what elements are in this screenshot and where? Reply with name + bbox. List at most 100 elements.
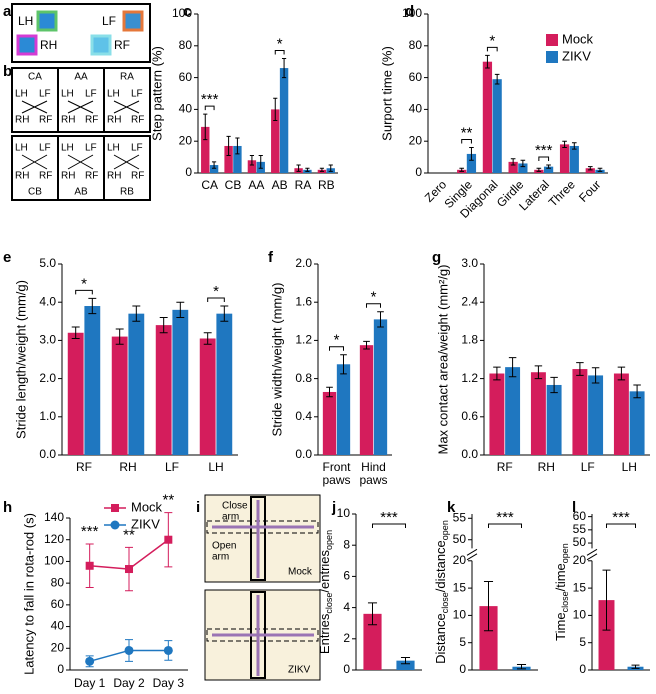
y-label-subscript: open [324,530,334,550]
x-tick-label: CB [224,179,242,192]
y-tick-label: 40 [179,102,193,116]
y-label-subscript: close [324,593,334,614]
y-tick-label: 80 [409,38,423,52]
y-tick-label: 5.0 [39,256,56,270]
significance-label: * [371,289,377,306]
panel-letter: k [447,499,456,516]
open-arm [206,628,319,642]
pattern-cell [103,67,151,133]
error-bar [510,158,516,166]
point [125,565,133,574]
y-tick-label: 4.0 [39,294,56,308]
point [124,645,134,655]
pattern-name: RA [120,72,134,83]
significance-bracket [606,523,636,528]
y-tick-label: 120 [44,532,64,546]
maze-label: Close [222,501,248,512]
y-tick-label: 0.4 [295,409,312,423]
significance-label: *** [612,509,630,526]
paw-label: LH [61,89,74,100]
bar [247,160,257,173]
significance-bracket [486,46,498,52]
legend-label: Mock [562,31,594,46]
panel-letter: f [268,249,274,266]
y-tick-label: 100 [44,554,64,568]
significance-label: ** [123,526,135,543]
significance-label: * [277,35,283,52]
y-label-part: Distance [433,613,448,664]
pattern-name: AB [74,187,88,198]
y-label-part: /time [553,563,568,591]
bar [598,600,615,670]
significance-bracket [329,346,344,351]
error-bar [516,664,527,670]
legend-label: ZIKV [131,516,160,531]
bar [359,345,374,455]
error-bar [587,166,593,171]
significance-label: *** [496,509,514,526]
y-axis-label: Stride width/weight (mm/g) [269,283,284,437]
bar [546,384,562,455]
y-tick-label: 5 [459,635,466,649]
pattern-name: CB [28,187,42,198]
y-tick-label: 1.2 [461,371,478,385]
axis-break [586,548,598,556]
bar [479,606,498,670]
y-tick-label: 140 [44,510,64,524]
x-tick-label-box: RB [318,179,335,192]
step-arrow [113,154,140,170]
significance-bracket [488,523,522,528]
x-tick-label-box: LF [165,461,179,474]
legend-label: Mock [131,499,163,514]
y-tick-label: 3.0 [461,256,478,270]
group-label: ZIKV [288,665,311,676]
bar [155,325,172,455]
x-tick-label-box: RF [76,461,92,474]
y-tick-label: 60 [409,70,423,84]
bar [505,367,521,455]
x-tick-label: RH [537,461,555,474]
y-axis-label: Distanceclose/distanceopen [433,520,450,664]
bar [585,168,595,173]
x-tick-label-box: LH [622,461,637,474]
paw-label: LH [15,143,28,154]
bar [336,364,351,455]
paw-label: RH [107,171,121,182]
error-bar [367,602,378,626]
paw-label: LH [18,14,33,28]
panel-letter: c [183,3,191,20]
bar [233,145,242,173]
error-bar [508,357,517,378]
bar [518,163,528,173]
error-bar [485,54,490,69]
significance-label: *** [380,509,398,526]
error-bar [576,362,584,376]
paw-label: LF [85,143,97,154]
x-tick-label-box: Hind paws [359,461,388,487]
significance-label: * [213,283,219,300]
significance-label: *** [81,523,99,540]
error-bar [71,326,80,339]
y-tick-label: 20 [453,553,467,567]
y-tick-label: 60 [51,597,65,611]
bar [508,161,518,173]
paw-icon [90,34,112,56]
maze-label: arm [222,512,239,523]
y-tick-label: 20 [573,553,587,567]
y-axis-label: Latency to fall in rota-rod (s) [21,513,36,675]
panel-letter: d [405,3,414,20]
error-bar [459,167,465,172]
x-tick-label: Hind paws [359,461,388,487]
paw-label: RF [131,171,144,182]
bar [466,153,477,173]
bar [271,109,280,173]
pattern-cell [103,135,151,201]
y-tick-label: 2.0 [295,256,312,270]
error-bar [534,365,543,380]
y-tick-label: 20 [179,133,193,147]
error-bar [203,332,212,345]
bar [209,165,219,173]
y-tick-label: 1.8 [461,333,478,347]
y-tick-label: 50 [573,535,587,549]
x-tick-label-box: AB [272,179,288,192]
